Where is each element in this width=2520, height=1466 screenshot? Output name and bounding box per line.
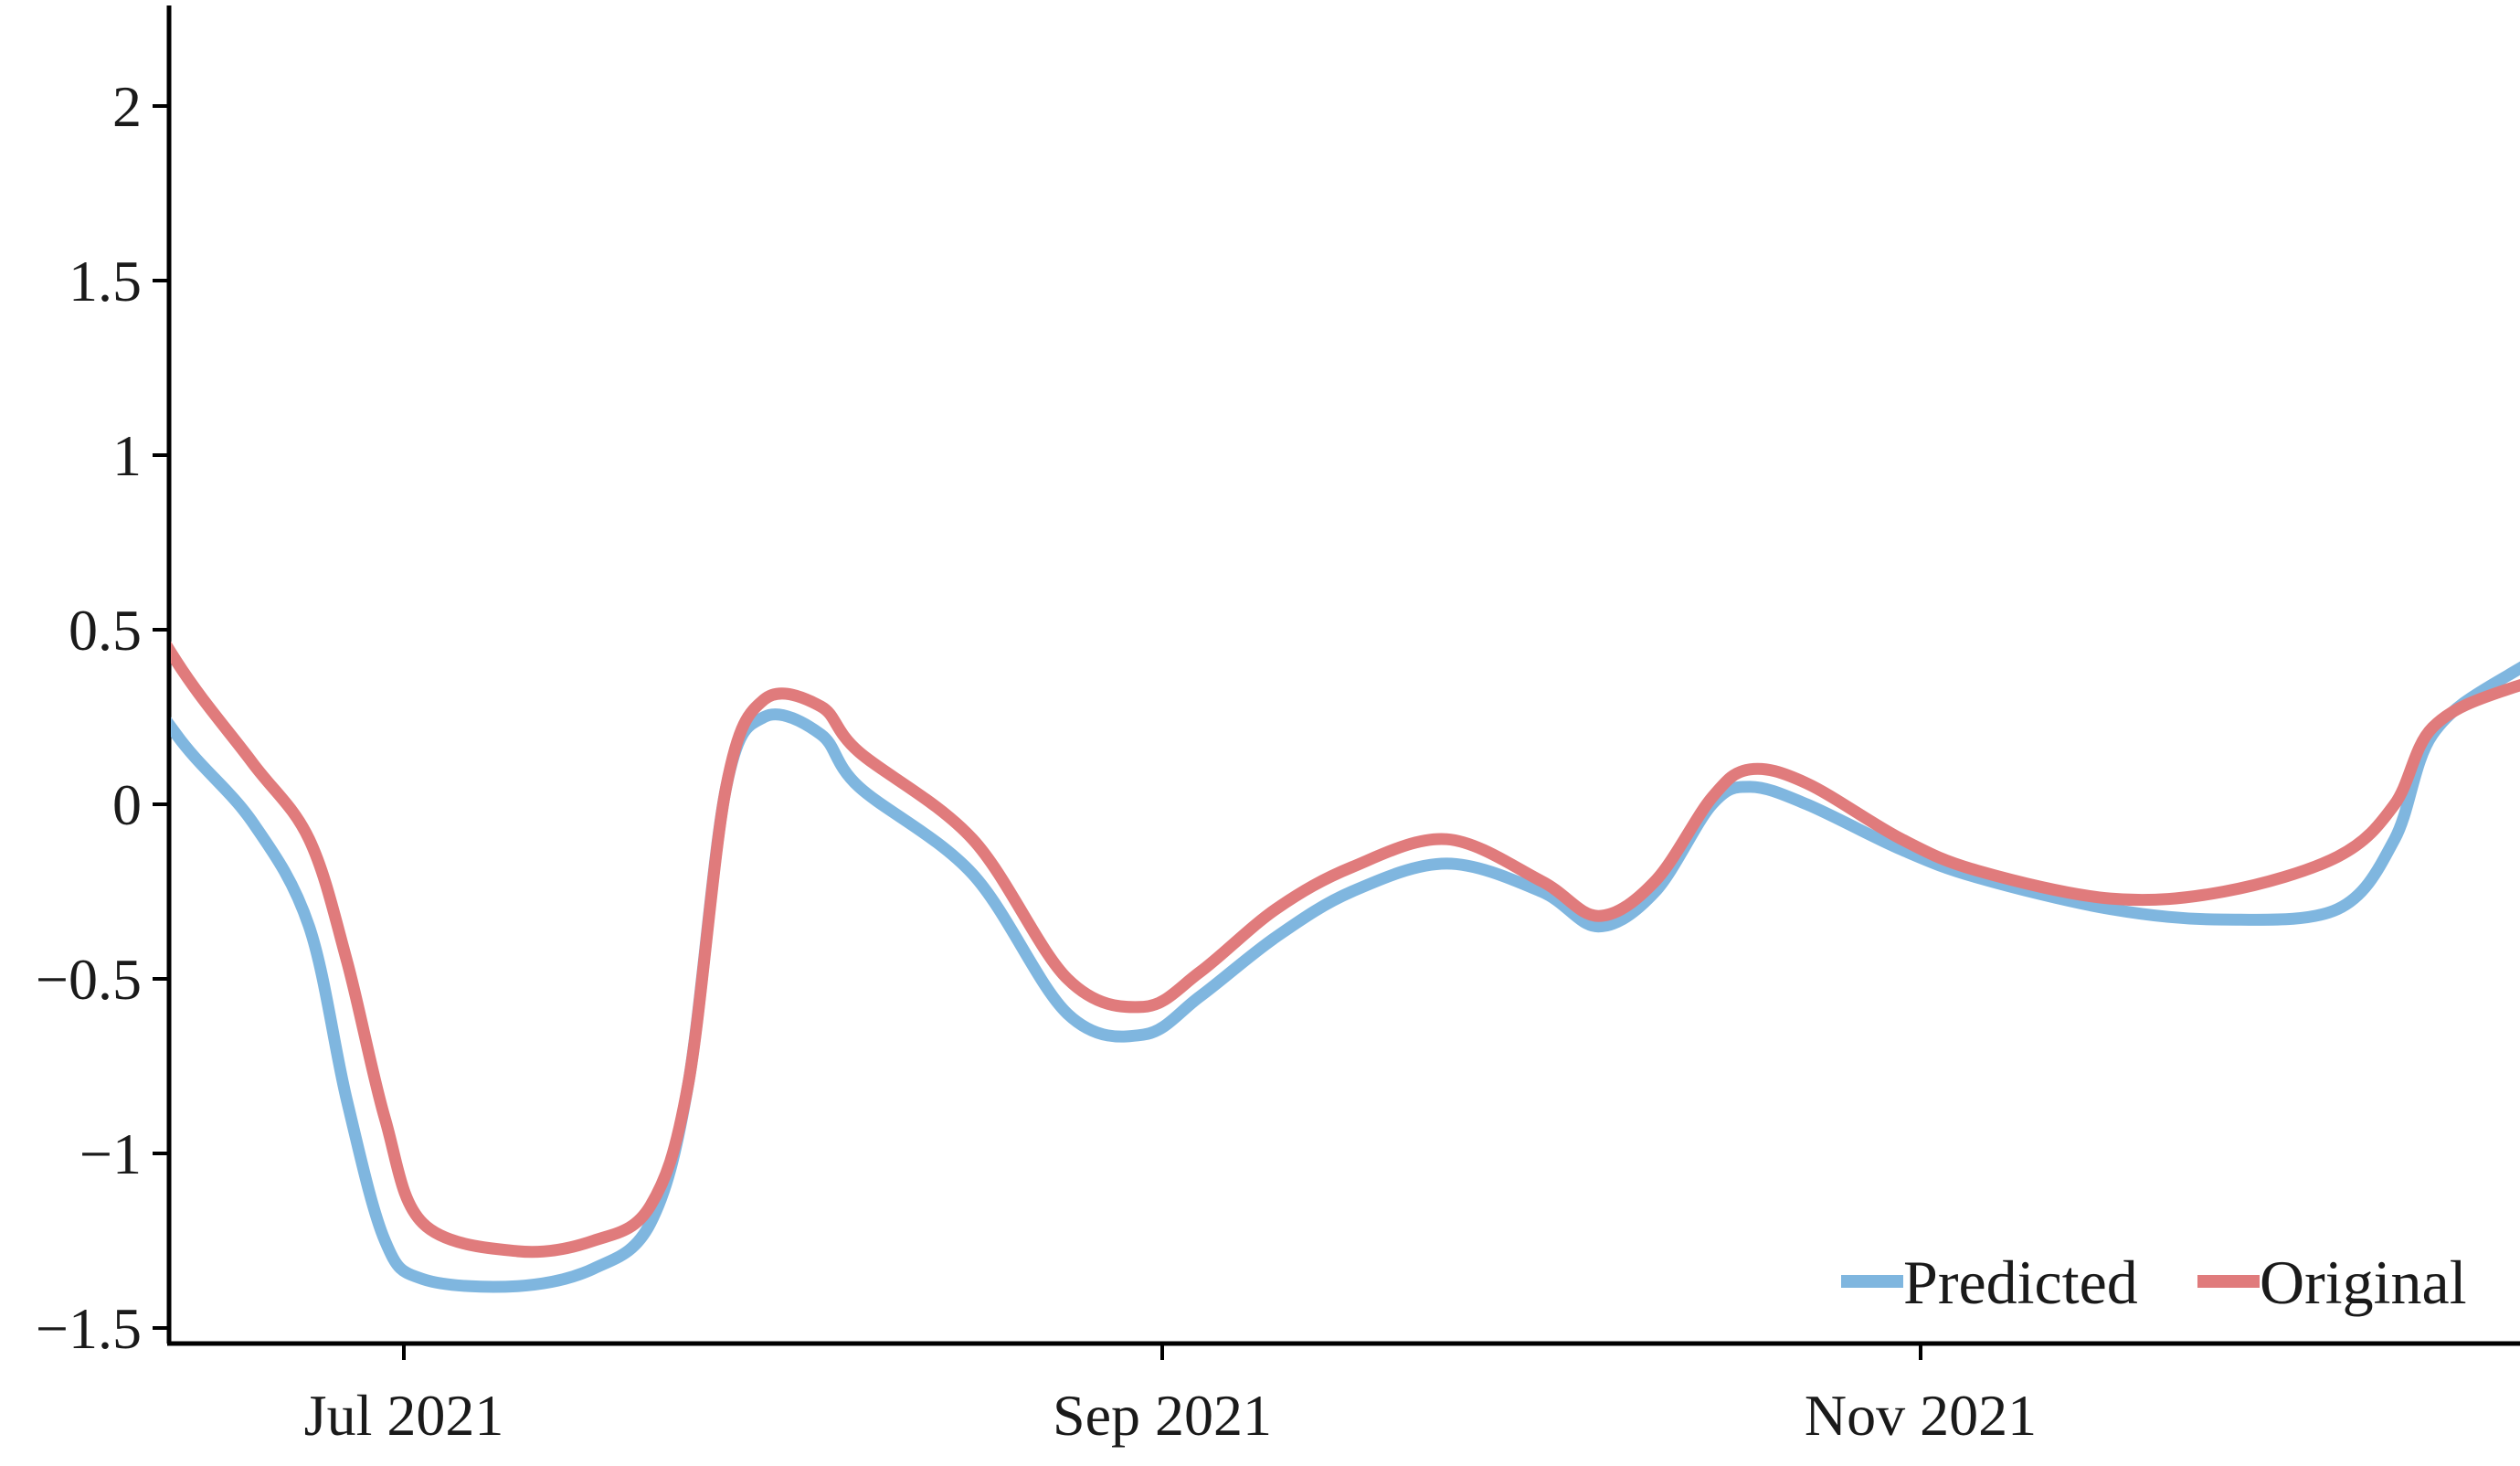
legend-label-predicted: Predicted — [1903, 1248, 2138, 1317]
y-tick-label: 1 — [112, 423, 142, 488]
y-tick-label: 0 — [112, 772, 142, 837]
y-tick-label: −1.5 — [36, 1296, 142, 1361]
series-line-original — [171, 641, 2520, 1259]
x-tick-label: Jul 2021 — [304, 1383, 504, 1448]
y-tick-label: −1 — [79, 1121, 142, 1186]
series-layer — [171, 641, 2520, 1293]
legend: Predicted Original — [1841, 1248, 2467, 1317]
y-tick-label: −0.5 — [36, 947, 142, 1012]
legend-label-original: Original — [2260, 1248, 2467, 1317]
y-tick-label: 0.5 — [69, 598, 142, 663]
series-line-predicted — [171, 661, 2520, 1293]
x-tick-label: Nov 2021 — [1805, 1383, 2037, 1448]
x-tick-label: Sep 2021 — [1053, 1383, 1272, 1448]
y-tick-label: 2 — [112, 74, 142, 139]
y-tick-label: 1.5 — [69, 249, 142, 313]
axes: 2 1.5 1 0.5 0 −0.5 −1 −1.5 Jul 2021 Sep 2021 Nov 2… — [36, 5, 2520, 1448]
